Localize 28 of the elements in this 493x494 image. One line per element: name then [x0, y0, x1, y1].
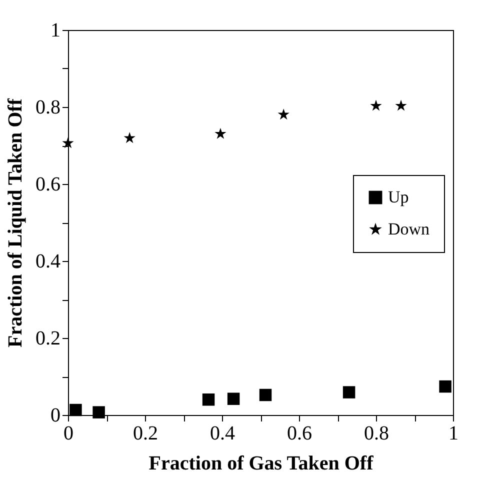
- point: [439, 380, 452, 393]
- point: [342, 386, 356, 398]
- point: [214, 128, 226, 139]
- y-tick-label: 0.2: [36, 328, 60, 350]
- point: [202, 393, 215, 406]
- x-tick-label: 0.2: [133, 422, 158, 444]
- point: [278, 108, 290, 120]
- x-axis-title: Fraction of Gas Taken Off: [148, 452, 374, 474]
- x-tick-label: 0.6: [287, 422, 312, 444]
- point: [70, 404, 82, 416]
- point: [259, 388, 272, 402]
- point: [92, 406, 105, 418]
- y-tick-label: 0.8: [36, 96, 60, 118]
- x-tick-label: 0.8: [364, 422, 389, 444]
- x-tick-label: 0.4: [210, 422, 235, 444]
- y-tick-label: 0.4: [36, 250, 60, 272]
- x-tick-label: 1: [448, 422, 458, 444]
- point: [62, 137, 74, 148]
- y-axis-title: Fraction of Liquid Taken Off: [4, 98, 26, 348]
- y-tick-label: 0: [50, 404, 60, 426]
- point: [124, 132, 136, 144]
- y-tick-label: 1: [50, 20, 60, 42]
- legend-label: Down: [388, 220, 430, 238]
- point: [395, 100, 407, 111]
- point: [370, 100, 382, 111]
- y-tick-label: 0.6: [36, 174, 60, 196]
- point: [227, 392, 240, 405]
- legend-label: Up: [388, 188, 409, 206]
